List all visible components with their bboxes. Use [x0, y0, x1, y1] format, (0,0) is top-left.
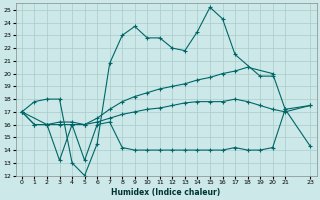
X-axis label: Humidex (Indice chaleur): Humidex (Indice chaleur): [111, 188, 221, 197]
